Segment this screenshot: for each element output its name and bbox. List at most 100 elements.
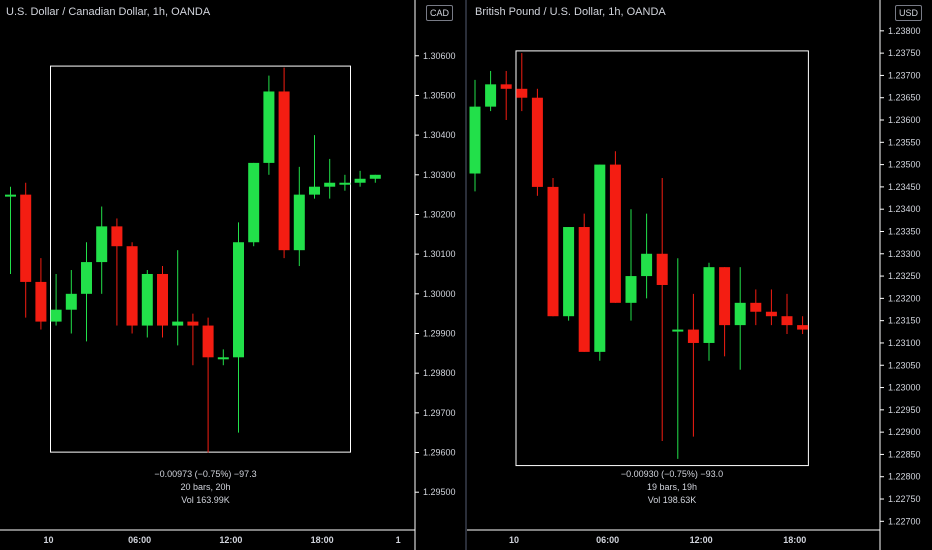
gbpusd-time-label: 18:00	[783, 535, 806, 545]
usdcad-candle-body	[324, 182, 336, 187]
gbpusd-price-tick-label: 1.23600	[888, 115, 921, 125]
gbpusd-price-tick-label: 1.23200	[888, 293, 921, 303]
usdcad-candle-body	[111, 226, 123, 247]
usdcad-time-label: 06:00	[128, 535, 151, 545]
usdcad-candle-body	[20, 194, 32, 282]
gbpusd-price-tick-label: 1.23500	[888, 160, 921, 170]
gbpusd-price-tick-label: 1.23750	[888, 48, 921, 58]
usdcad-price-tick-label: 1.29500	[423, 487, 456, 497]
gbpusd-candle-body	[797, 325, 809, 330]
usdcad-candle-body	[157, 273, 168, 326]
gbpusd-price-tick-label: 1.23400	[888, 204, 921, 214]
usdcad-candle-body	[141, 273, 153, 326]
usdcad-measure-volume: Vol 163.99K	[181, 495, 230, 505]
gbpusd-candle-body	[703, 267, 715, 343]
usdcad-price-tick-label: 1.30400	[423, 130, 456, 140]
gbpusd-candle-body	[687, 329, 699, 343]
usdcad-candle-body	[293, 194, 305, 251]
cad-currency-button[interactable]: CAD	[426, 5, 454, 21]
usdcad-candle-body	[96, 226, 108, 263]
gbpusd-price-tick-label: 1.23550	[888, 137, 921, 147]
usdcad-candle-body	[172, 321, 184, 326]
gbpusd-price-tick-label: 1.22700	[888, 516, 921, 526]
usdcad-price-tick-label: 1.29600	[423, 448, 456, 458]
gbpusd-price-tick-label: 1.22850	[888, 449, 921, 459]
gbpusd-chart-title: British Pound / U.S. Dollar, 1h, OANDA	[475, 6, 666, 18]
usdcad-measure-readout: −0.00973 (−0.75%) −97.3 20 bars, 20h Vol…	[56, 468, 355, 507]
usdcad-price-tick-label: 1.29900	[423, 328, 456, 338]
usdcad-measure-box	[50, 65, 351, 453]
usdcad-candle-body	[5, 194, 16, 197]
gbpusd-price-tick-label: 1.23450	[888, 182, 921, 192]
gbpusd-candle-body	[625, 276, 637, 303]
gbpusd-price-tick-label: 1.23100	[888, 338, 921, 348]
gbpusd-measure-bars: 19 bars, 19h	[646, 482, 698, 492]
usdcad-candle-body	[187, 321, 199, 326]
gbpusd-candle-body	[781, 316, 793, 326]
gbpusd-time-label: 10	[509, 535, 519, 545]
usdcad-price-tick-label: 1.30500	[423, 90, 456, 100]
usdcad-candle-body	[35, 281, 47, 322]
gbpusd-price-tick-label: 1.23350	[888, 226, 921, 236]
gbpusd-price-tick-label: 1.23050	[888, 360, 921, 370]
gbpusd-candle-body	[656, 253, 668, 285]
usdcad-chart-svg[interactable]: 1.30600 1.30500 1.30400 1.30300 1.30200 1.301…	[0, 0, 465, 550]
gbpusd-candle-body	[750, 302, 762, 312]
gbpusd-candle-body	[641, 253, 653, 277]
usdcad-price-tick-label: 1.30000	[423, 289, 456, 299]
usdcad-candle-body	[81, 262, 92, 294]
gbpusd-candle-body	[485, 84, 497, 107]
usdcad-time-label: 18:00	[311, 535, 334, 545]
usdcad-chart-pane[interactable]: 1.30600 1.30500 1.30400 1.30300 1.30200 1.301…	[0, 0, 465, 550]
gbpusd-candle-body	[765, 311, 777, 317]
usdcad-candle-body	[233, 242, 244, 358]
gbpusd-price-tick-label: 1.23150	[888, 316, 921, 326]
gbpusd-price-tick-label: 1.23250	[888, 271, 921, 281]
usdcad-time-label: 10	[43, 535, 53, 545]
usdcad-candle-body	[202, 325, 214, 358]
usdcad-candle-body	[65, 293, 77, 310]
usdcad-price-tick-label: 1.30300	[423, 170, 456, 180]
usdcad-price-tick-label: 1.29700	[423, 408, 456, 418]
usdcad-time-label: 1	[396, 535, 401, 545]
usdcad-price-tick-label: 1.29800	[423, 368, 456, 378]
usdcad-price-tick-label: 1.30100	[423, 249, 456, 259]
gbpusd-candle-body	[516, 88, 528, 98]
gbpusd-chart-svg[interactable]: 1.23800 1.23750 1.23700 1.23650 1.23600 1.235…	[467, 0, 932, 550]
usdcad-chart-title: U.S. Dollar / Canadian Dollar, 1h, OANDA	[6, 6, 211, 18]
usdcad-measure-change: −0.00973 (−0.75%) −97.3	[154, 469, 257, 479]
usdcad-price-tick-label: 1.30600	[423, 51, 456, 61]
usdcad-measure-bars: 20 bars, 20h	[180, 482, 231, 492]
gbpusd-price-tick-label: 1.22900	[888, 427, 921, 437]
pane-divider[interactable]	[465, 0, 467, 550]
usdcad-candle-body	[309, 186, 320, 195]
gbpusd-candle-body	[609, 164, 621, 303]
usdcad-candle-body	[126, 246, 138, 326]
gbpusd-candle-body	[547, 186, 559, 317]
gbpusd-measure-readout: −0.00930 (−0.75%) −93.0 19 bars, 19h Vol…	[522, 468, 822, 507]
gbpusd-candle-body	[469, 106, 481, 174]
usdcad-time-label: 12:00	[219, 535, 242, 545]
gbpusd-price-tick-label: 1.22750	[888, 494, 921, 504]
usd-currency-button[interactable]: USD	[895, 5, 923, 21]
usdcad-candle-body	[278, 91, 290, 251]
gbpusd-price-tick-label: 1.23700	[888, 70, 921, 80]
gbpusd-time-label: 06:00	[596, 535, 619, 545]
gbpusd-chart-pane[interactable]: 1.23800 1.23750 1.23700 1.23650 1.23600 1.235…	[467, 0, 932, 550]
gbpusd-measure-change: −0.00930 (−0.75%) −93.0	[620, 469, 724, 479]
usdcad-candle-body	[369, 174, 381, 179]
usdcad-candle-body	[217, 357, 229, 360]
usdcad-candle-body	[50, 309, 62, 322]
usdcad-candle-body	[354, 178, 366, 183]
gbpusd-candle-body	[734, 302, 746, 326]
gbpusd-candle-body	[594, 164, 606, 352]
gbpusd-price-tick-label: 1.23650	[888, 93, 921, 103]
gbpusd-time-label: 12:00	[690, 535, 713, 545]
gbpusd-candle-body	[531, 97, 543, 187]
usdcad-candle-body	[248, 162, 260, 243]
gbpusd-price-tick-label: 1.22800	[888, 472, 921, 482]
usdcad-candle-body	[263, 91, 275, 163]
gbpusd-candle-body	[563, 227, 575, 317]
usdcad-price-tick-label: 1.30200	[423, 209, 456, 219]
gbpusd-candle-body	[578, 227, 590, 352]
